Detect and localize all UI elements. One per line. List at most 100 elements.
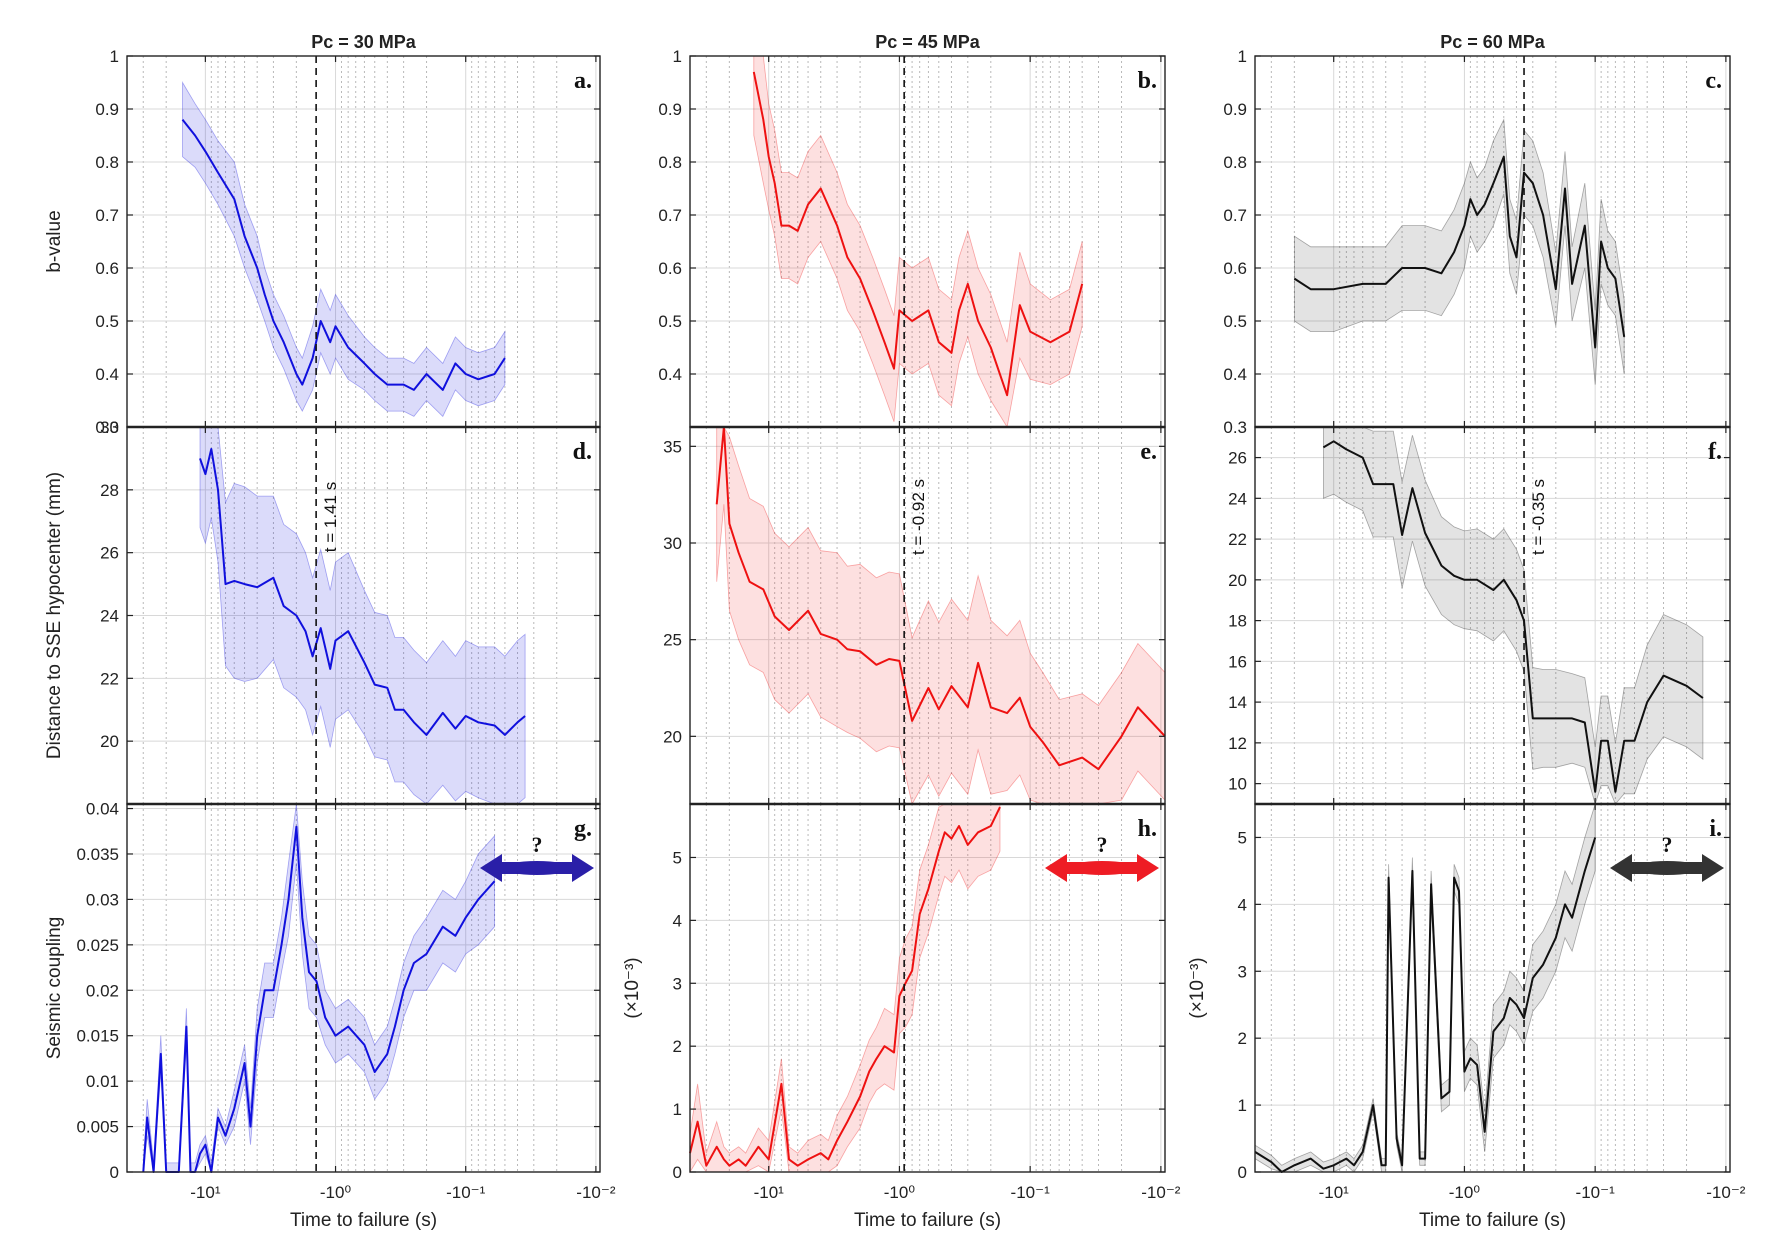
y-tick-label-a: 0.8 xyxy=(95,153,119,172)
y-tick-label-h: 5 xyxy=(673,848,682,867)
axes-frame-g xyxy=(126,803,601,1173)
series-line-g xyxy=(142,825,496,1173)
x-tick-label-i: -10⁰ xyxy=(1449,1183,1481,1202)
y-tick-label-g: 0.01 xyxy=(86,1072,119,1091)
x-axis-label: Time to failure (s) xyxy=(290,1210,437,1231)
y-tick-label-b: 0.6 xyxy=(658,259,682,278)
series-lines xyxy=(142,71,1704,1173)
y-axis-label-h: (×10⁻³) xyxy=(622,957,643,1018)
panel-label-g: g. xyxy=(574,816,592,842)
y-axis-label-g: Seismic coupling xyxy=(44,917,65,1060)
uncertainty-band-b xyxy=(753,55,1083,429)
y-tick-label-g: 0.035 xyxy=(76,845,119,864)
y-tick-label-d: 24 xyxy=(100,607,119,626)
y-tick-label-h: 0 xyxy=(673,1163,682,1182)
y-tick-label-f: 18 xyxy=(1228,612,1247,631)
y-tick-label-b: 0.4 xyxy=(658,365,682,384)
y-tick-label-g: 0.03 xyxy=(86,890,119,909)
y-tick-label-a: 0.6 xyxy=(95,259,119,278)
panel-label-h: h. xyxy=(1138,816,1157,842)
y-tick-label-f: 24 xyxy=(1228,489,1247,508)
y-tick-label-c: 0.3 xyxy=(1223,418,1247,437)
y-tick-label-h: 4 xyxy=(673,911,682,930)
y-tick-label-e: 35 xyxy=(663,437,682,456)
y-tick-label-a: 0.7 xyxy=(95,206,119,225)
x-tick-label-h: -10¹ xyxy=(754,1183,785,1202)
arrow-body xyxy=(1068,861,1136,875)
x-tick-label-g: -10⁻² xyxy=(576,1183,616,1202)
panel-label-b: b. xyxy=(1138,68,1157,94)
y-tick-label-b: 0.9 xyxy=(658,100,682,119)
y-axis-label-d: Distance to SSE hypocenter (mm) xyxy=(44,472,65,759)
y-tick-label-a: 0.5 xyxy=(95,312,119,331)
uncertain-extrapolation-arrow: ? xyxy=(1610,832,1724,882)
axes-frames xyxy=(126,55,1731,1173)
x-tick-label-i: -10⁻¹ xyxy=(1576,1183,1616,1202)
y-tick-label-c: 0.9 xyxy=(1223,100,1247,119)
failure-time-label: t = -0.92 s xyxy=(909,479,928,555)
panel-label-f: f. xyxy=(1708,439,1722,465)
panel-label-d: d. xyxy=(573,439,592,465)
column-title: Pc = 30 MPa xyxy=(311,32,417,52)
y-tick-label-c: 1 xyxy=(1238,47,1247,66)
column-title: Pc = 60 MPa xyxy=(1440,32,1546,52)
y-tick-label-c: 0.5 xyxy=(1223,312,1247,331)
axes-frame-i xyxy=(1254,803,1731,1173)
y-axis-label-i: (×10⁻³) xyxy=(1187,957,1208,1018)
y-tick-label-f: 14 xyxy=(1228,693,1247,712)
y-axis-label-a: b-value xyxy=(44,210,65,272)
series-line-e xyxy=(715,426,1166,771)
x-tick-label-i: -10¹ xyxy=(1319,1183,1350,1202)
y-tick-label-a: 0.4 xyxy=(95,365,119,384)
question-mark: ? xyxy=(532,832,543,857)
column-title: Pc = 45 MPa xyxy=(875,32,981,52)
x-tick-label-g: -10¹ xyxy=(190,1183,221,1202)
series-line-b xyxy=(752,71,1084,397)
y-tick-label-d: 30 xyxy=(100,418,119,437)
failure-markers xyxy=(315,56,1525,1172)
y-tick-label-i: 1 xyxy=(1238,1096,1247,1115)
y-tick-label-i: 5 xyxy=(1238,828,1247,847)
y-tick-label-i: 0 xyxy=(1238,1163,1247,1182)
uncertainty-band-c xyxy=(1294,118,1625,385)
uncertainty-band-f xyxy=(1323,426,1704,806)
x-tick-label-g: -10⁰ xyxy=(320,1183,352,1202)
y-tick-label-c: 0.6 xyxy=(1223,259,1247,278)
series-line-f xyxy=(1322,440,1704,793)
panel-label-i: i. xyxy=(1709,816,1722,842)
x-tick-label-h: -10⁻¹ xyxy=(1011,1183,1051,1202)
series-line-a xyxy=(181,118,506,391)
x-axis-label: Time to failure (s) xyxy=(854,1210,1001,1231)
y-tick-label-g: 0.04 xyxy=(86,800,119,819)
y-tick-label-f: 12 xyxy=(1228,734,1247,753)
question-mark: ? xyxy=(1662,832,1673,857)
y-tick-label-b: 0.5 xyxy=(658,312,682,331)
y-tick-label-d: 20 xyxy=(100,732,119,751)
x-tick-label-h: -10⁰ xyxy=(884,1183,916,1202)
arrow-body xyxy=(503,861,571,875)
panel-label-c: c. xyxy=(1705,68,1722,94)
y-tick-label-b: 1 xyxy=(673,47,682,66)
y-tick-label-i: 4 xyxy=(1238,895,1247,914)
y-tick-label-f: 16 xyxy=(1228,652,1247,671)
y-tick-label-e: 20 xyxy=(663,727,682,746)
series-line-h xyxy=(689,806,1001,1167)
uncertain-extrapolation-arrow: ? xyxy=(480,832,594,882)
axes-frame-c xyxy=(1254,55,1731,428)
y-tick-label-b: 0.7 xyxy=(658,206,682,225)
y-tick-label-c: 0.7 xyxy=(1223,206,1247,225)
failure-time-label: t = -0.35 s xyxy=(1529,479,1548,555)
question-mark: ? xyxy=(1097,832,1108,857)
series-line-c xyxy=(1293,155,1626,349)
x-tick-label-h: -10⁻² xyxy=(1141,1183,1181,1202)
y-tick-label-h: 3 xyxy=(673,974,682,993)
text-layer: 0.3 0.4 0.5 0.6 0.7 0.8 0.9 1 a. Pc = 30 MPa b-val… xyxy=(44,32,1746,1231)
y-tick-label-e: 30 xyxy=(663,534,682,553)
series-line-i xyxy=(1254,837,1597,1173)
uncertainty-band-e xyxy=(716,426,1166,806)
uncertainty-band-d xyxy=(199,426,526,805)
y-tick-label-g: 0.025 xyxy=(76,936,119,955)
y-tick-label-g: 0.015 xyxy=(76,1027,119,1046)
uncertainty-band-h xyxy=(689,803,1001,1174)
y-tick-label-i: 2 xyxy=(1238,1029,1247,1048)
